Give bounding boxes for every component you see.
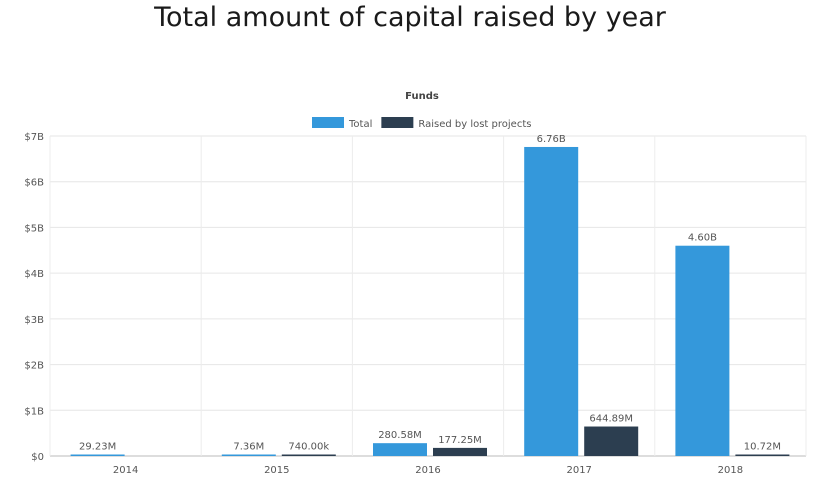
data-label: 10.72M — [744, 442, 781, 453]
y-tick-label: $2B — [24, 361, 44, 372]
legend-entry[interactable]: Total — [348, 119, 372, 130]
y-tick-label: $1B — [24, 406, 44, 417]
y-tick-label: $3B — [24, 315, 44, 326]
x-axis: 2014 2015 2016 2017 2018 — [113, 465, 743, 476]
data-label: 6.76B — [537, 134, 566, 145]
x-tick-label: 2014 — [113, 465, 138, 476]
data-label: 4.60B — [688, 233, 717, 244]
page-title: Total amount of capital raised by year — [154, 2, 666, 33]
x-tick-label: 2018 — [718, 465, 743, 476]
legend-entry[interactable]: Raised by lost projects — [418, 119, 531, 130]
bar-raised-by-lost-projects[interactable] — [584, 426, 639, 456]
x-tick-label: 2016 — [415, 465, 440, 476]
bar-raised-by-lost-projects[interactable] — [281, 454, 336, 457]
data-label: 7.36M — [233, 442, 264, 453]
bar-total[interactable] — [70, 454, 125, 457]
y-axis: $0 $1B $2B $3B $4B $5B $6B $7B — [24, 132, 44, 463]
y-tick-label: $0 — [31, 452, 44, 463]
y-tick-label: $6B — [24, 178, 44, 189]
bar-total[interactable] — [373, 443, 427, 456]
bar-raised-by-lost-projects[interactable] — [735, 454, 790, 457]
data-label: 29.23M — [79, 442, 116, 453]
bar-total[interactable] — [524, 146, 579, 456]
bar-total[interactable] — [221, 454, 276, 457]
legend-swatch — [312, 117, 344, 128]
chart-title: Funds — [405, 91, 439, 102]
legend: Total Raised by lost projects — [312, 117, 531, 130]
data-label: 177.25M — [438, 435, 482, 446]
data-label: 740.00k — [288, 442, 329, 453]
grid — [49, 135, 807, 457]
x-tick-label: 2015 — [264, 465, 289, 476]
y-tick-label: $4B — [24, 269, 44, 280]
bar-total[interactable] — [675, 245, 730, 456]
x-tick-label: 2017 — [566, 465, 591, 476]
bar-raised-by-lost-projects[interactable] — [433, 447, 487, 456]
data-label: 280.58M — [378, 430, 422, 441]
y-tick-label: $7B — [24, 132, 44, 143]
y-tick-label: $5B — [24, 223, 44, 234]
data-label: 644.89M — [589, 414, 633, 425]
legend-swatch — [381, 117, 414, 128]
bars: 29.23M 7.36M 280.58M 6.76B 4.60B 740.00k 177.2… — [70, 134, 790, 457]
